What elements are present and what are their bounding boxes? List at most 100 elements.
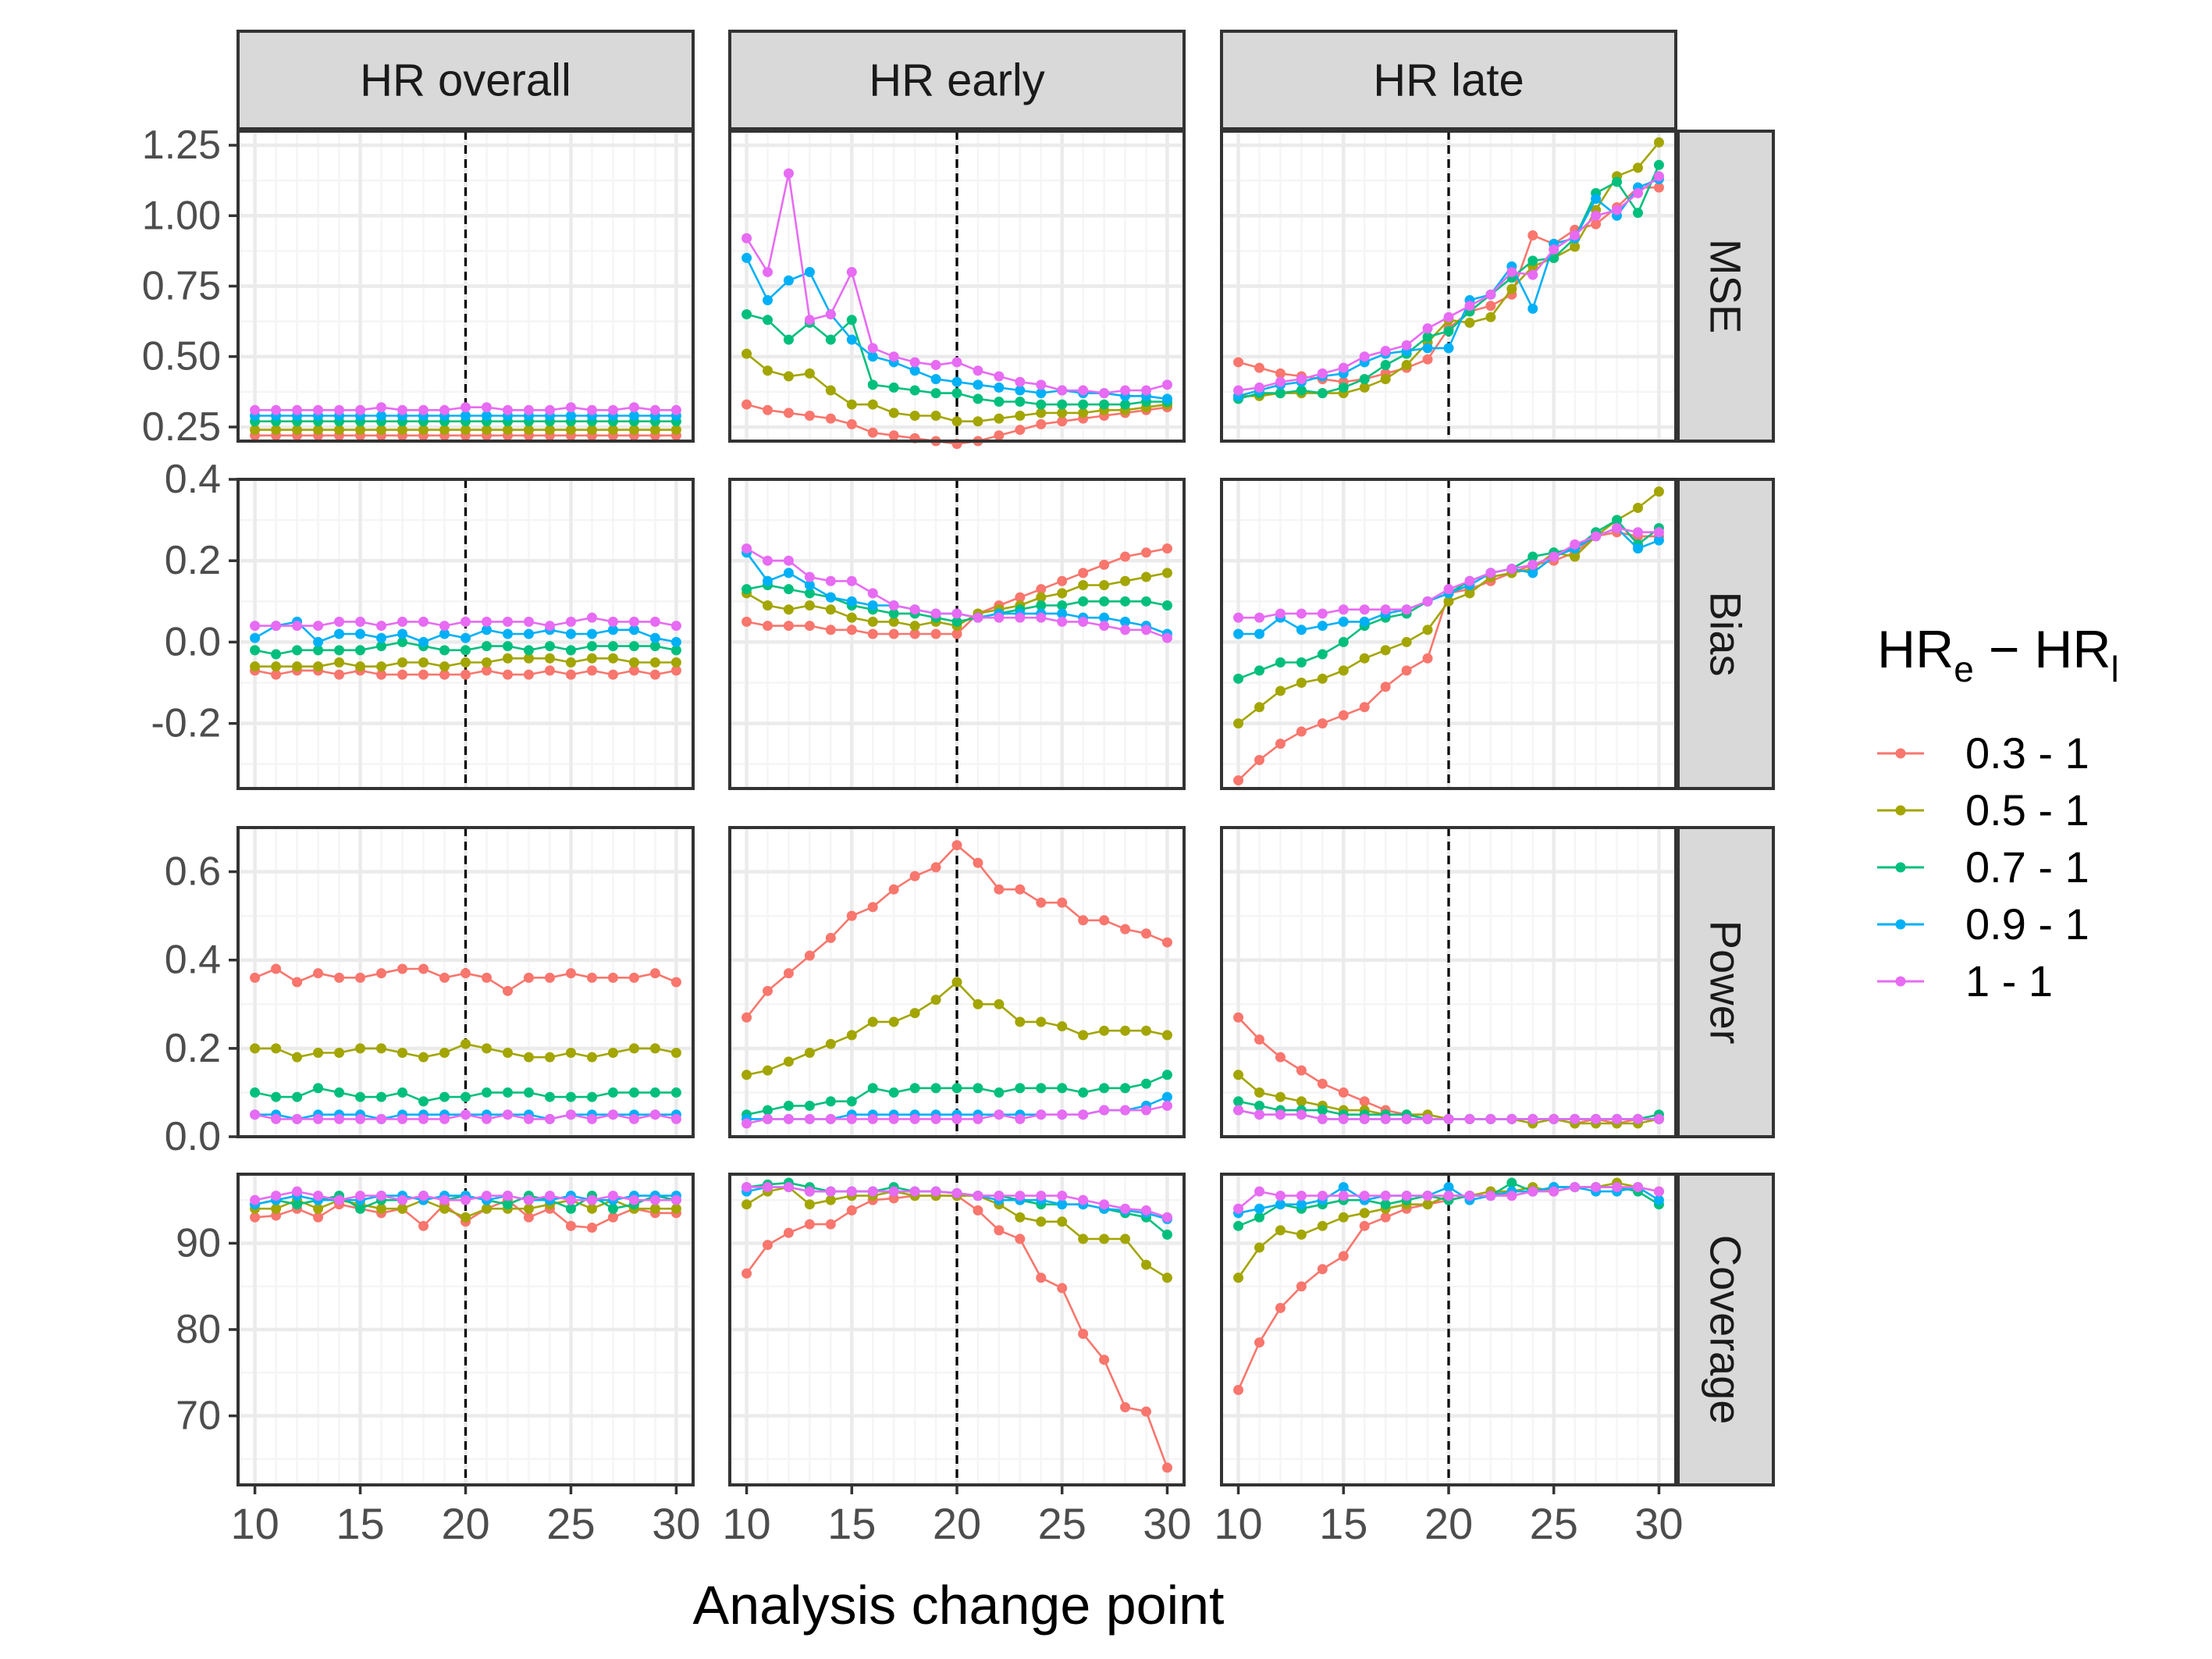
series-0-7-1-point (1015, 396, 1026, 407)
series-0-9-1-point (523, 628, 534, 639)
series-0-9-1-point (1338, 1182, 1349, 1193)
series-1-1-point (1078, 385, 1089, 396)
series-0-7-1-point (628, 641, 639, 652)
series-0-9-1-point (334, 628, 345, 639)
series-0-9-1-point (867, 351, 878, 362)
series-0-5-1-point (888, 1016, 899, 1027)
series-1-1-point (418, 1191, 429, 1202)
series-0-3-1-point (825, 932, 836, 943)
series-0-3-1-point (1078, 568, 1089, 579)
legend-key-point (1895, 805, 1906, 816)
series-1-1-point (973, 1191, 983, 1202)
series-1-1-point (994, 612, 1005, 623)
series-0-3-1-point (628, 665, 639, 676)
series-1-1-point (481, 402, 492, 413)
column-strip-label: HR overall (360, 55, 571, 106)
series-0-5-1-point (418, 425, 429, 436)
series-0-9-1-point (1015, 385, 1026, 396)
legend-key-point (1895, 748, 1906, 759)
series-0-3-1-point (313, 968, 324, 979)
series-0-5-1-point (313, 1048, 324, 1059)
series-1-1-point (1485, 289, 1496, 300)
series-0-7-1-point (741, 309, 752, 320)
series-0-5-1-point (1464, 588, 1475, 599)
series-1-1-point (334, 404, 345, 415)
series-0-7-1-point (418, 1096, 429, 1107)
series-1-1-point (951, 1113, 962, 1124)
series-1-1-point (1570, 1182, 1581, 1193)
series-1-1-point (1443, 584, 1454, 595)
panel-border (236, 478, 695, 790)
series-0-7-1-point (607, 1087, 618, 1098)
series-0-5-1-point (1078, 408, 1089, 418)
series-1-1-point (741, 1118, 752, 1129)
series-1-1-point (804, 1113, 815, 1124)
series-0-5-1-point (930, 995, 941, 1006)
series-1-1-point (1591, 1182, 1602, 1193)
series-0-7-1-point (670, 645, 681, 656)
series-0-3-1-point (1422, 354, 1433, 365)
facet-panels (236, 130, 1677, 1486)
series-0-7-1-point (502, 1199, 513, 1210)
row-strip-background (1677, 478, 1775, 790)
series-1-1-point (649, 404, 660, 415)
series-0-3-1-point (1275, 739, 1286, 749)
x-tick-label: 25 (1038, 1499, 1086, 1548)
series-1-1-point (1401, 1113, 1412, 1124)
series-0-3-1-point (994, 884, 1005, 895)
series-0-5-1-point (973, 416, 983, 427)
series-0-7-1-point (1036, 600, 1047, 611)
series-0-3-1-point (1057, 575, 1068, 586)
y-tick-label: 0.0 (165, 619, 221, 664)
series-0-5-1-point (1338, 665, 1349, 676)
series-1-1-point (930, 1113, 941, 1124)
series-0-7-1-point (1380, 360, 1391, 371)
series-0-5-1-point (1653, 137, 1664, 148)
series-1-1-point (1506, 266, 1517, 277)
series-0-3-1-point (1015, 425, 1026, 436)
series-0-5-1-point (1422, 1199, 1433, 1210)
series-0-5-1-point (1120, 575, 1131, 586)
series-1-1-point (1506, 564, 1517, 575)
y-tick-label: 90 (176, 1220, 221, 1266)
series-1-1-point (1653, 527, 1664, 538)
series-0-3-1-point (973, 1205, 983, 1216)
series-0-3-1-point (523, 669, 534, 680)
series-0-5-1-point (1078, 579, 1089, 590)
series-0-3-1-point (586, 1223, 597, 1234)
series-0-5-1-point (888, 408, 899, 418)
series-0-3-1-point (586, 972, 597, 983)
series-1-1-point (670, 404, 681, 415)
row-strip-background (1677, 1173, 1775, 1486)
series-1-1-point (1570, 539, 1581, 550)
series-0-5-1-point (909, 621, 920, 632)
series-0-5-1-point (1359, 382, 1370, 393)
series-0-3-1-point (1141, 928, 1151, 939)
series-1-1-point (1141, 625, 1151, 635)
series-0-3-1-point (909, 628, 920, 639)
panel-coverage-hr-overall (236, 1173, 695, 1486)
series-1-1-point (607, 1109, 618, 1120)
series-1-1-point (741, 543, 752, 554)
y-tick-label: 0.75 (142, 264, 221, 309)
series-0-3-1-point (1359, 1220, 1370, 1231)
series-0-5-1-point (783, 371, 794, 382)
series-0-3-1-point (1296, 1281, 1307, 1292)
series-1-1-point (763, 1113, 773, 1124)
axes: 0.25 0.50 0.75 1.00 1.25 -0.2 0.0 0.2 0.4 0.0 0.2 0… (142, 123, 1684, 1548)
series-0-9-1-point (741, 252, 752, 263)
series-1-1-point (439, 404, 450, 415)
series-0-3-1-point (1141, 1406, 1151, 1417)
series-0-5-1-point (607, 1048, 618, 1059)
series-0-3-1-point (763, 1240, 773, 1251)
series-1-1-point (1633, 1113, 1643, 1124)
series-0-5-1-point (909, 411, 920, 422)
series-0-5-1-point (355, 425, 366, 436)
series-1-1-point (1527, 269, 1538, 280)
series-0-5-1-point (951, 977, 962, 988)
series-0-7-1-point (565, 1091, 576, 1102)
series-1-1-point (607, 1191, 618, 1202)
series-0-5-1-point (1422, 625, 1433, 635)
row-strip-background (1677, 130, 1775, 443)
series-0-5-1-point (523, 425, 534, 436)
